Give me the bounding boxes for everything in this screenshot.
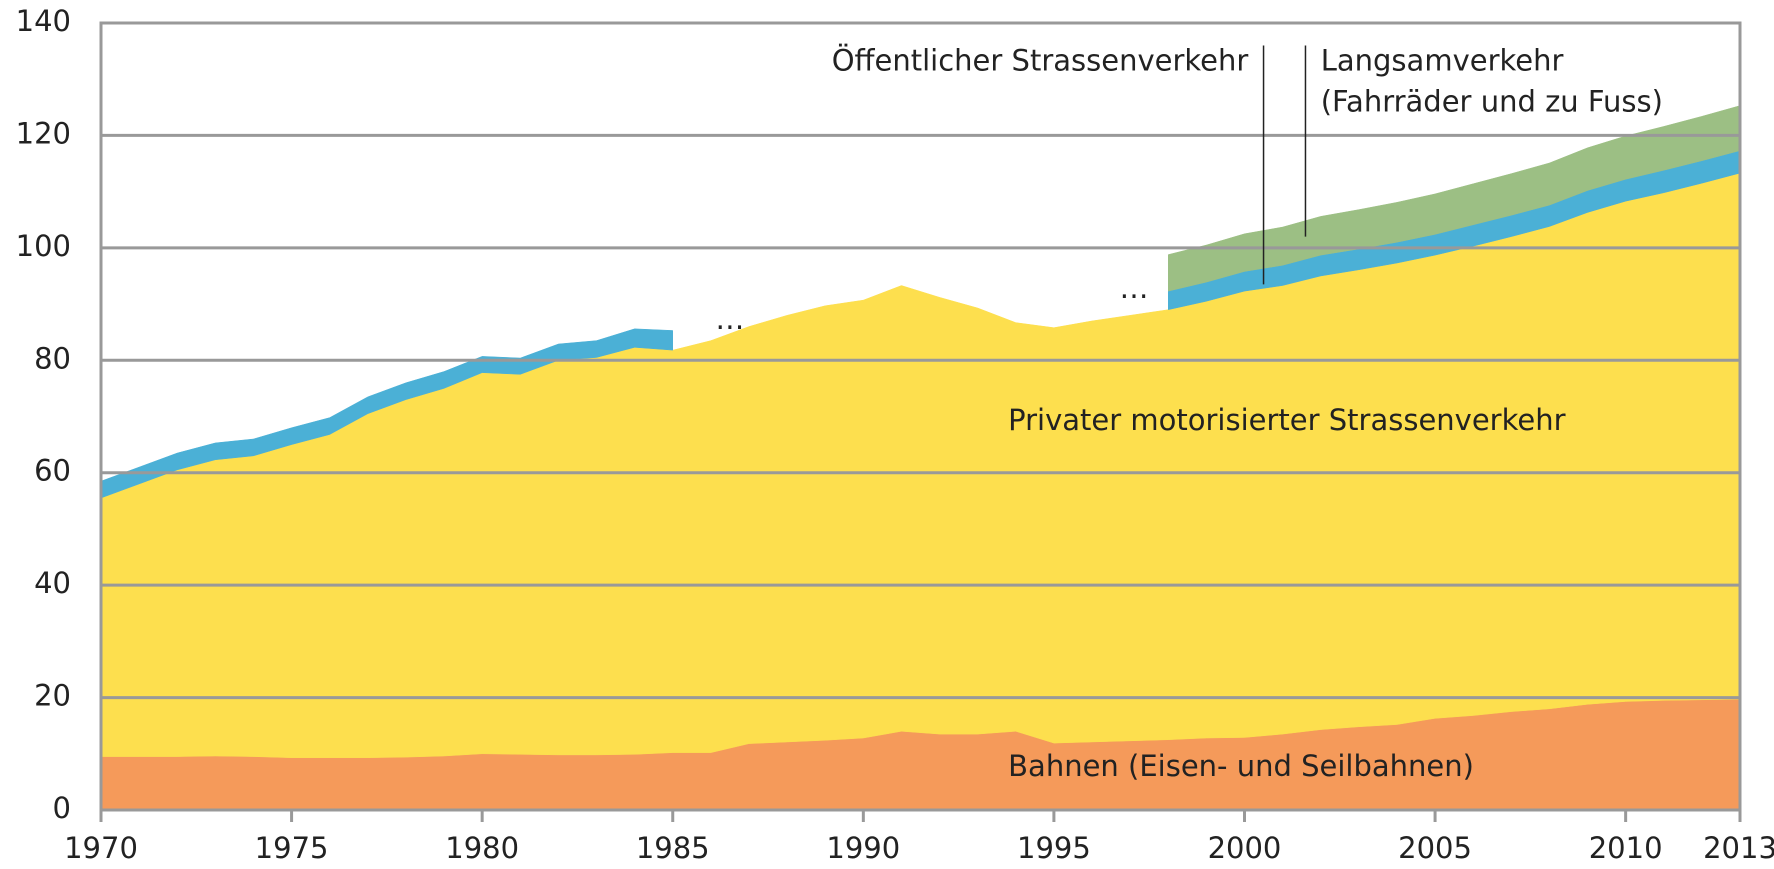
annotation: (Fahrräder und zu Fuss) (1321, 84, 1663, 118)
y-tick-label: 0 (53, 791, 71, 825)
x-tick-label: 1985 (636, 831, 710, 865)
y-tick-label: 40 (34, 566, 71, 600)
series-label: Öffentlicher Strassenverkehr (832, 43, 1249, 77)
y-tick-label: 20 (34, 679, 71, 713)
x-tick-label: 2013 (1703, 831, 1774, 865)
x-tick-label: 1990 (826, 831, 900, 865)
area (100, 172, 1741, 758)
series-label: Langsamverkehr (1321, 43, 1564, 77)
series-label: Privater motorisierter Strassenverkehr (1008, 403, 1565, 437)
y-tick-label: 120 (16, 116, 71, 150)
y-tick-label: 140 (16, 4, 71, 38)
annotation: … (715, 302, 744, 336)
series-label: Bahnen (Eisen- und Seilbahnen) (1008, 749, 1474, 783)
x-tick-label: 2010 (1589, 831, 1663, 865)
x-tick-label: 2005 (1398, 831, 1472, 865)
y-tick-label: 60 (34, 454, 71, 488)
x-tick-label: 2000 (1208, 831, 1282, 865)
x-tick-label: 1975 (255, 831, 329, 865)
plot-frame (99, 21, 1742, 812)
x-tick-label: 1970 (64, 831, 138, 865)
y-tick-label: 80 (34, 341, 71, 375)
x-tick-label: 1980 (445, 831, 519, 865)
area (100, 328, 673, 499)
y-tick-label: 100 (16, 229, 71, 263)
x-tick-label: 1995 (1017, 831, 1091, 865)
annotation: … (1119, 271, 1148, 305)
